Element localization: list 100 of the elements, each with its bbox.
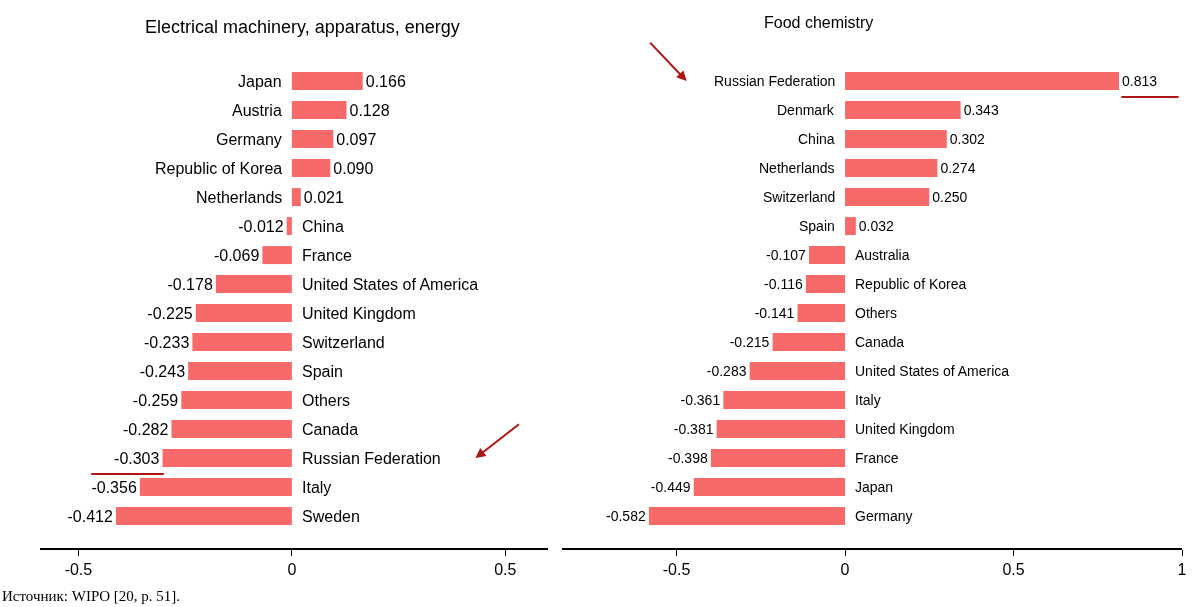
data-label: -0.303 bbox=[114, 449, 160, 467]
text: Источник: WIPO [20, p. 51]. bbox=[2, 588, 181, 605]
bar bbox=[805, 275, 846, 294]
y-tick-label: Spain bbox=[302, 363, 343, 380]
data-label: -0.282 bbox=[123, 420, 169, 438]
bar bbox=[171, 420, 292, 439]
y-tick-label: Switzerland bbox=[763, 189, 836, 205]
y-tick-label: France bbox=[855, 450, 899, 466]
y-tick-label: Switzerland bbox=[302, 334, 385, 351]
y-tick-label: United Kingdom bbox=[302, 305, 416, 322]
y-tick-label: Italy bbox=[855, 392, 881, 408]
bar bbox=[845, 130, 947, 149]
data-label: -0.356 bbox=[91, 478, 137, 496]
chart-title: Food chemistry bbox=[764, 14, 874, 31]
bar bbox=[215, 275, 292, 294]
data-label: -0.069 bbox=[213, 246, 260, 264]
data-label: 0.128 bbox=[349, 101, 390, 119]
bar bbox=[291, 72, 363, 91]
y-tick-label: Australia bbox=[855, 247, 910, 263]
y-tick-label: Spain bbox=[799, 218, 835, 234]
data-label: -0.412 bbox=[67, 507, 113, 525]
y-tick-label: Russian Federation bbox=[714, 73, 836, 89]
y-tick-label: Others bbox=[855, 305, 898, 321]
y-tick-label: Canada bbox=[302, 421, 359, 438]
data-label: 0.343 bbox=[963, 102, 999, 119]
data-label: -0.449 bbox=[650, 479, 691, 496]
y-tick-label: Republic of Korea bbox=[855, 276, 967, 292]
bar bbox=[291, 188, 301, 207]
y-tick-label: Denmark bbox=[777, 102, 835, 118]
y-tick-label: Italy bbox=[302, 479, 332, 496]
y-tick-label: United States of America bbox=[302, 276, 479, 293]
data-label: -0.361 bbox=[680, 392, 721, 409]
x-tick-label: 1 bbox=[1177, 560, 1187, 578]
data-label: -0.398 bbox=[668, 450, 708, 467]
data-label: -0.381 bbox=[673, 421, 714, 438]
data-label: -0.243 bbox=[139, 362, 186, 380]
data-label: 0.090 bbox=[333, 159, 374, 177]
data-label: -0.582 bbox=[606, 508, 646, 525]
bar bbox=[291, 101, 347, 120]
bar bbox=[139, 478, 292, 497]
y-tick-label: Others bbox=[302, 392, 351, 409]
bar bbox=[286, 217, 292, 236]
bar bbox=[195, 304, 292, 323]
y-tick-label: Japan bbox=[855, 479, 894, 495]
bar bbox=[188, 362, 292, 381]
bar bbox=[808, 246, 846, 265]
bar bbox=[845, 188, 930, 207]
data-label: -0.141 bbox=[754, 305, 795, 322]
bar bbox=[772, 333, 846, 352]
bar bbox=[716, 420, 846, 439]
data-label: 0.813 bbox=[1121, 73, 1158, 90]
data-label: -0.233 bbox=[143, 333, 190, 351]
bar bbox=[291, 159, 331, 178]
data-label: 0.097 bbox=[336, 130, 377, 148]
data-label: 0.032 bbox=[858, 218, 895, 235]
y-tick-label: France bbox=[302, 247, 352, 264]
data-label: -0.012 bbox=[238, 217, 284, 235]
bar bbox=[192, 333, 292, 352]
y-tick-label: Japan bbox=[238, 73, 282, 90]
data-label: 0.250 bbox=[932, 189, 968, 206]
bar bbox=[845, 217, 856, 236]
bar bbox=[162, 449, 292, 468]
y-tick-label: Netherlands bbox=[196, 189, 283, 206]
bar bbox=[181, 391, 292, 410]
y-tick-label: Republic of Korea bbox=[155, 160, 283, 177]
x-tick-label: -0.5 bbox=[64, 560, 93, 578]
bar bbox=[845, 159, 938, 178]
y-tick-label: Germany bbox=[216, 131, 282, 148]
data-label: -0.178 bbox=[167, 275, 213, 293]
data-label: -0.259 bbox=[132, 391, 179, 409]
x-tick-label: 0 bbox=[287, 560, 297, 578]
y-tick-label: Germany bbox=[855, 508, 913, 524]
y-tick-label: Sweden bbox=[302, 508, 360, 525]
data-label: -0.225 bbox=[147, 304, 193, 322]
y-tick-label: United States of America bbox=[855, 363, 1010, 379]
bar bbox=[262, 246, 292, 265]
x-tick-label: -0.5 bbox=[662, 560, 691, 578]
y-tick-label: Netherlands bbox=[759, 160, 835, 176]
y-tick-label: Russian Federation bbox=[302, 450, 441, 467]
y-tick-label: China bbox=[302, 218, 344, 235]
data-label: -0.107 bbox=[766, 247, 806, 264]
y-tick-label: Canada bbox=[855, 334, 905, 350]
bar bbox=[693, 478, 846, 497]
bar bbox=[749, 362, 846, 381]
bar bbox=[845, 101, 961, 120]
y-tick-label: United Kingdom bbox=[855, 421, 955, 437]
bar bbox=[648, 507, 846, 526]
data-label: 0.302 bbox=[949, 131, 986, 148]
chart-title: Electrical machinery, apparatus, energy bbox=[145, 17, 460, 37]
x-tick-label: 0.5 bbox=[494, 560, 517, 578]
bar bbox=[723, 391, 846, 410]
data-label: -0.283 bbox=[706, 363, 747, 380]
data-label: 0.166 bbox=[365, 72, 406, 90]
x-tick-label: 0.5 bbox=[1002, 560, 1025, 578]
bar bbox=[291, 130, 334, 149]
bar bbox=[115, 507, 292, 526]
data-label: -0.116 bbox=[764, 276, 803, 293]
data-label: 0.274 bbox=[940, 160, 976, 177]
bar bbox=[845, 72, 1119, 91]
data-label: 0.021 bbox=[303, 188, 344, 206]
